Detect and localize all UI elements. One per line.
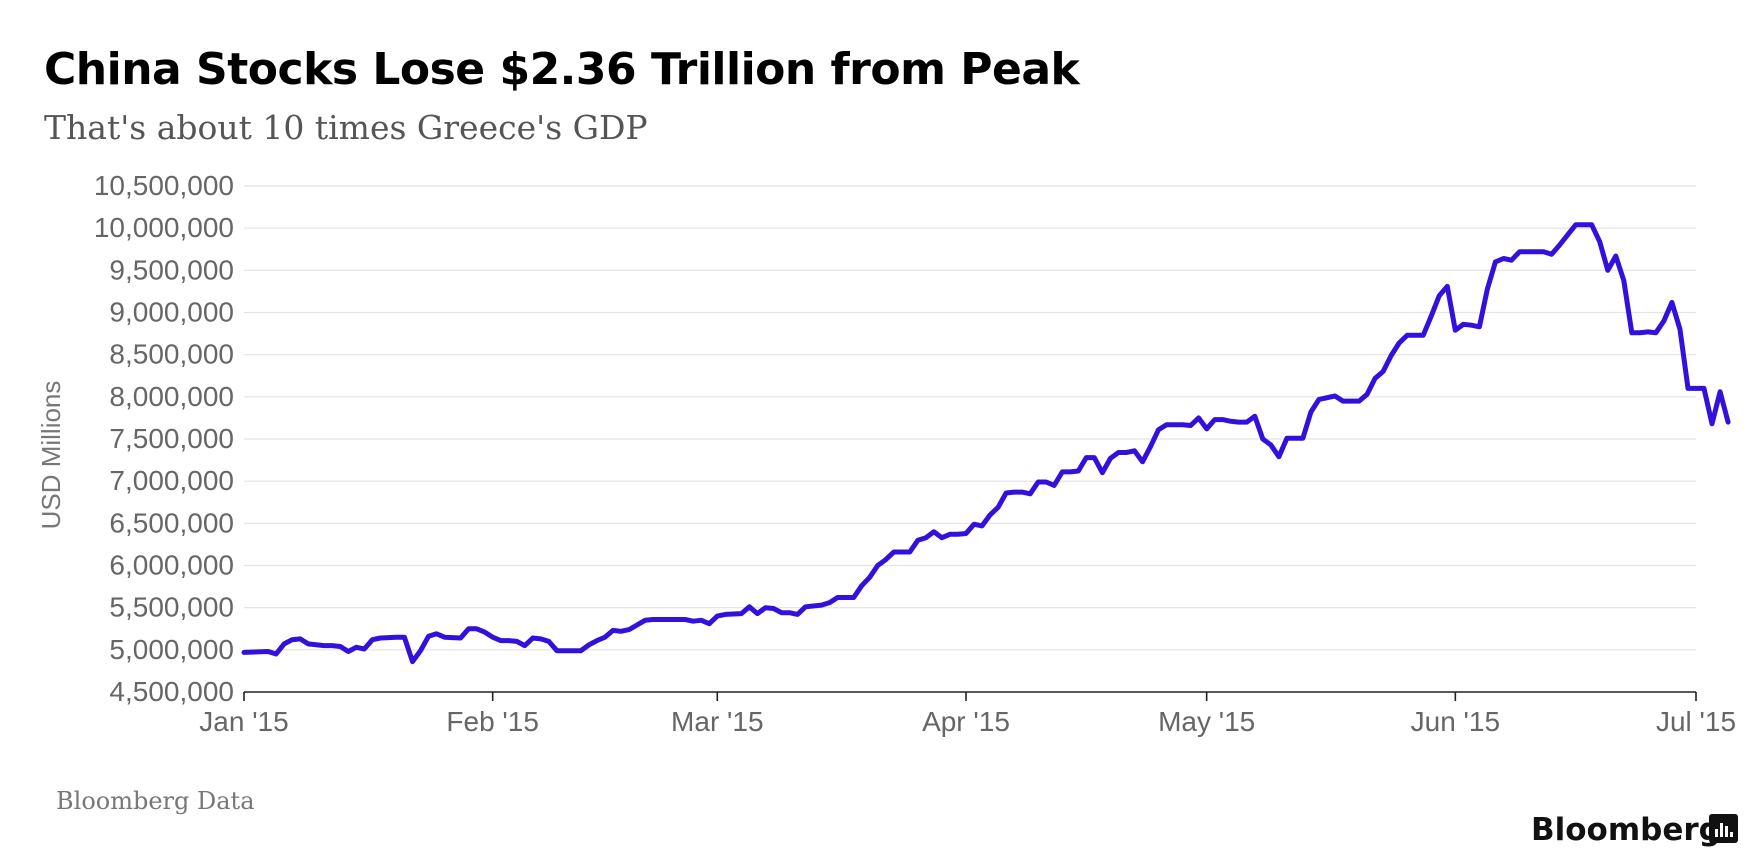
- y-tick-label: 4,500,000: [109, 676, 234, 707]
- y-tick-label: 9,500,000: [109, 254, 234, 285]
- y-axis-label: USD Millions: [36, 381, 66, 530]
- y-tick-label: 9,000,000: [109, 297, 234, 328]
- y-tick-label: 5,500,000: [109, 592, 234, 623]
- y-tick-label: 10,000,000: [94, 212, 234, 243]
- x-tick-label: Mar '15: [671, 706, 764, 737]
- source-note: Bloomberg Data: [56, 787, 255, 815]
- y-tick-label: 7,500,000: [109, 423, 234, 454]
- series-line: [241, 222, 1731, 665]
- brand-wordmark: Bloomberg: [1531, 812, 1721, 848]
- x-tick-label: Jul '15: [1656, 706, 1736, 737]
- y-tick-label: 5,000,000: [109, 634, 234, 665]
- x-tick-label: Apr '15: [922, 706, 1010, 737]
- y-tick-label: 6,500,000: [109, 507, 234, 538]
- y-tick-label: 6,000,000: [109, 550, 234, 581]
- y-tick-label: 7,000,000: [109, 465, 234, 496]
- x-tick-label: May '15: [1158, 706, 1255, 737]
- x-tick-label: Feb '15: [446, 706, 539, 737]
- y-tick-label: 8,000,000: [109, 381, 234, 412]
- chart-title: China Stocks Lose $2.36 Trillion from Pe…: [44, 44, 1080, 95]
- x-tick-label: Jun '15: [1411, 706, 1500, 737]
- y-tick-label: 10,500,000: [94, 170, 234, 201]
- y-tick-label: 8,500,000: [109, 339, 234, 370]
- bloomberg-logo-icon: [1709, 814, 1738, 843]
- chart-subtitle: That's about 10 times Greece's GDP: [44, 108, 648, 147]
- x-tick-label: Jan '15: [199, 706, 288, 737]
